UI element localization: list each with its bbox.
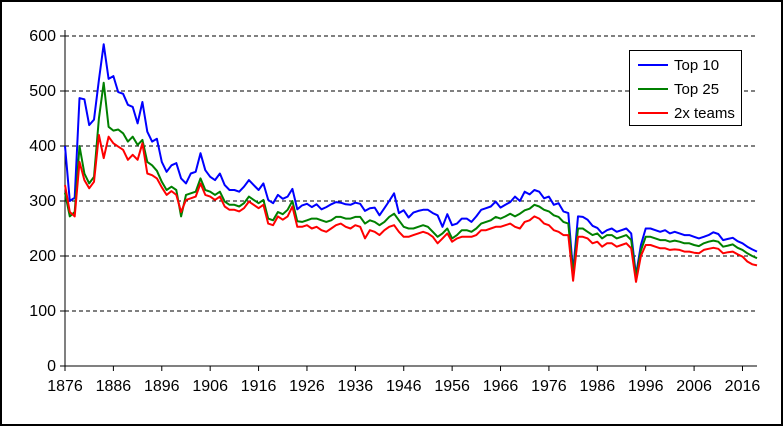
legend-line-swatch-2x-teams bbox=[638, 112, 668, 114]
legend-item-top-25: Top 25 bbox=[630, 77, 741, 101]
x-axis-label-1966: 1966 bbox=[483, 378, 519, 395]
legend-line-swatch-top-25 bbox=[638, 88, 668, 90]
x-axis-label-1906: 1906 bbox=[192, 378, 228, 395]
series-line-2x-teams bbox=[64, 134, 758, 283]
y-axis-label-300: 300 bbox=[29, 193, 56, 210]
y-axis-label-600: 600 bbox=[29, 28, 56, 45]
series-line-top-10 bbox=[64, 43, 758, 277]
y-axis-label-0: 0 bbox=[47, 358, 56, 375]
x-axis-label-1926: 1926 bbox=[289, 378, 325, 395]
y-axis-label-200: 200 bbox=[29, 248, 56, 265]
legend-line-swatch-top-10 bbox=[638, 64, 668, 66]
legend-label-top-10: Top 10 bbox=[674, 56, 720, 74]
x-axis-label-1976: 1976 bbox=[531, 378, 567, 395]
legend-item-2x-teams: 2x teams bbox=[630, 101, 741, 125]
x-axis-label-1956: 1956 bbox=[434, 378, 470, 395]
legend-label-top-25: Top 25 bbox=[674, 80, 720, 98]
x-axis-label-2006: 2006 bbox=[676, 378, 712, 395]
x-axis-label-1936: 1936 bbox=[338, 378, 374, 395]
x-axis-label-1896: 1896 bbox=[144, 378, 180, 395]
x-axis-label-1886: 1886 bbox=[96, 378, 132, 395]
x-axis-label-1876: 1876 bbox=[47, 378, 83, 395]
x-axis-label-1996: 1996 bbox=[628, 378, 664, 395]
legend-label-2x-teams: 2x teams bbox=[674, 104, 735, 122]
x-axis-label-1916: 1916 bbox=[241, 378, 277, 395]
y-axis-label-500: 500 bbox=[29, 83, 56, 100]
legend: Top 10 Top 25 2x teams bbox=[629, 50, 742, 126]
x-axis-label-1986: 1986 bbox=[580, 378, 616, 395]
x-axis-label-1946: 1946 bbox=[386, 378, 422, 395]
y-axis-label-400: 400 bbox=[29, 138, 56, 155]
y-axis-label-100: 100 bbox=[29, 303, 56, 320]
legend-item-top-10: Top 10 bbox=[630, 53, 741, 77]
x-axis-label-2016: 2016 bbox=[725, 378, 761, 395]
